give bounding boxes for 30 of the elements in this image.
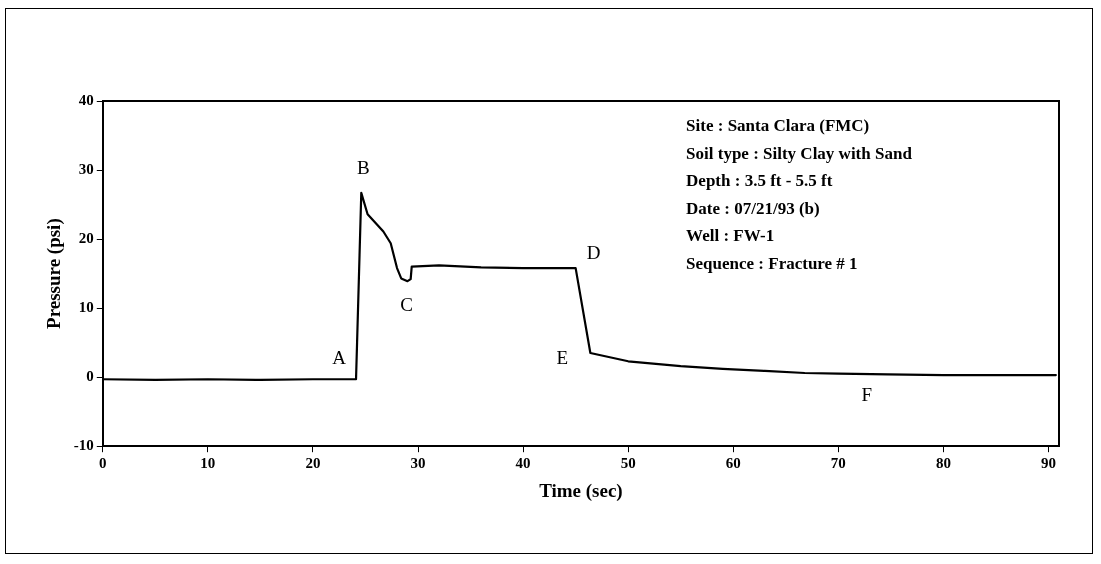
- annotation: F: [861, 384, 873, 406]
- x-tick-label: 40: [515, 455, 531, 472]
- annotation: A: [332, 347, 347, 369]
- annotation: Well : FW-1: [686, 226, 775, 246]
- annotation: Date : 07/21/93 (b): [686, 198, 820, 218]
- x-tick-label: 80: [935, 455, 951, 472]
- annotation: C: [400, 294, 413, 316]
- x-tick-label: 50: [620, 455, 636, 472]
- y-axis-title: Pressure (psi): [43, 218, 66, 329]
- y-tick-label: 20: [78, 229, 94, 246]
- y-tick-label: 40: [78, 91, 94, 108]
- y-tick-label: -10: [73, 437, 94, 454]
- y-tick-label: 10: [78, 298, 94, 315]
- x-tick-label: 10: [200, 455, 216, 472]
- x-tick-label: 30: [410, 455, 426, 472]
- x-tick-label: 20: [305, 455, 321, 472]
- x-tick-label: 70: [830, 455, 846, 472]
- annotation: B: [356, 156, 370, 178]
- annotation: D: [586, 242, 601, 264]
- x-tick-label: 0: [99, 455, 107, 472]
- y-tick-label: 30: [78, 160, 94, 177]
- x-tick-label: 90: [1040, 455, 1056, 472]
- annotation: Soil type : Silty Clay with Sand: [686, 143, 913, 163]
- annotation: Sequence : Fracture # 1: [686, 253, 858, 273]
- annotation: Site : Santa Clara (FMC): [686, 116, 870, 136]
- x-tick-label: 60: [725, 455, 741, 472]
- annotation: E: [556, 346, 569, 368]
- x-axis-title: Time (sec): [539, 479, 623, 502]
- annotation: Depth : 3.5 ft - 5.5 ft: [686, 171, 833, 191]
- y-tick-label: 0: [86, 368, 94, 385]
